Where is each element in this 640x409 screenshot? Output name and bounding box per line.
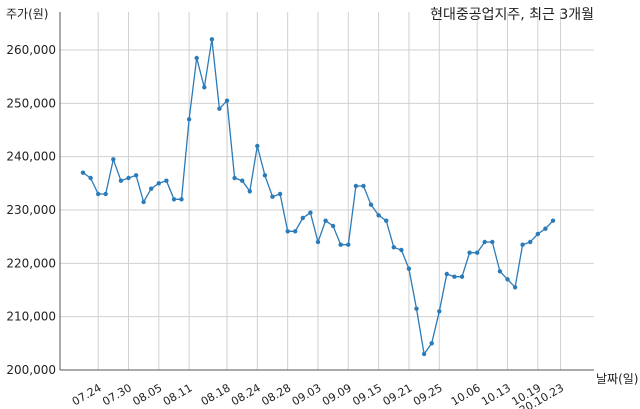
data-point (490, 239, 495, 245)
data-point (444, 271, 449, 277)
x-tick-label: 08.24 (229, 381, 263, 408)
price-points (80, 37, 556, 357)
data-point (520, 242, 525, 247)
y-tick-label: 200,000 (6, 363, 56, 377)
x-axis-label: 날짜(일) (596, 372, 638, 386)
data-point (149, 186, 154, 191)
data-point (437, 309, 442, 314)
data-point (528, 239, 533, 245)
data-point (255, 143, 260, 149)
data-point (179, 197, 184, 202)
grid-lines (60, 12, 594, 371)
data-point (209, 37, 215, 42)
x-tick-label: 09.03 (290, 381, 324, 408)
data-point (96, 191, 101, 197)
data-point (429, 341, 434, 346)
axes (59, 12, 594, 371)
data-point (535, 231, 540, 237)
y-tick-label: 240,000 (6, 150, 56, 164)
x-tick-label: 10.06 (449, 381, 483, 408)
x-tick-label: 10.13 (479, 381, 513, 408)
y-tick-label: 250,000 (6, 96, 56, 110)
data-point (505, 277, 510, 282)
x-tick-label: 09.09 (320, 381, 354, 408)
data-point (421, 351, 427, 357)
data-point (164, 178, 169, 183)
data-point (126, 175, 131, 181)
data-point (171, 197, 177, 202)
data-point (202, 85, 207, 90)
data-point (543, 226, 548, 231)
data-point (88, 175, 93, 181)
data-point (224, 98, 230, 103)
data-point (240, 178, 245, 183)
data-point (270, 194, 275, 199)
x-tick-label: 08.11 (161, 381, 195, 408)
data-point (315, 239, 321, 245)
data-point (459, 274, 465, 279)
data-point (232, 175, 237, 181)
data-point (399, 247, 404, 253)
y-tick-label: 260,000 (6, 43, 56, 57)
data-point (376, 213, 381, 218)
data-point (406, 266, 412, 271)
data-point (217, 106, 222, 111)
x-tick-label: 09.15 (350, 381, 384, 408)
data-point (368, 202, 374, 207)
data-point (497, 269, 503, 274)
chart-title: 현대중공업지주, 최근 3개월 (430, 7, 594, 23)
x-tick-label: 08.28 (259, 381, 293, 408)
data-point (361, 183, 366, 189)
x-tick-label: 07.24 (70, 381, 104, 408)
data-point (103, 191, 108, 197)
data-point (111, 157, 116, 162)
data-point (353, 183, 359, 189)
y-tick-label: 210,000 (6, 310, 56, 324)
data-point (330, 223, 336, 229)
data-point (293, 229, 298, 234)
data-point (384, 218, 389, 223)
x-tick-label: 09.21 (381, 381, 415, 408)
x-tick-label: 09.25 (411, 381, 445, 408)
data-point (277, 191, 283, 197)
data-point (512, 285, 518, 290)
data-point (308, 210, 313, 215)
data-point (156, 181, 161, 186)
data-point (338, 242, 343, 247)
y-tick-label: 230,000 (6, 203, 56, 217)
y-axis-label: 주가(원) (6, 7, 48, 21)
data-point (247, 189, 252, 194)
data-point (467, 250, 472, 255)
data-point (550, 218, 556, 223)
x-tick-label: 07.30 (100, 381, 134, 408)
data-point (414, 306, 419, 311)
data-point (300, 215, 305, 221)
data-point (194, 55, 199, 61)
data-point (482, 239, 487, 245)
data-point (141, 199, 146, 205)
data-point (133, 173, 139, 178)
data-point (452, 274, 457, 279)
data-point (118, 178, 124, 183)
data-point (80, 170, 86, 175)
data-point (323, 218, 328, 223)
data-point (475, 250, 480, 255)
x-tick-label: 08.05 (131, 381, 165, 408)
data-point (186, 117, 192, 122)
data-point (391, 245, 396, 250)
x-tick-label: 08.18 (199, 381, 233, 408)
y-tick-labels: 200,000 210,000 220,000 230,000 240,000 250,0… (6, 43, 56, 377)
data-point (346, 242, 351, 247)
data-point (285, 229, 290, 234)
y-tick-label: 220,000 (6, 256, 56, 270)
data-point (262, 173, 268, 178)
